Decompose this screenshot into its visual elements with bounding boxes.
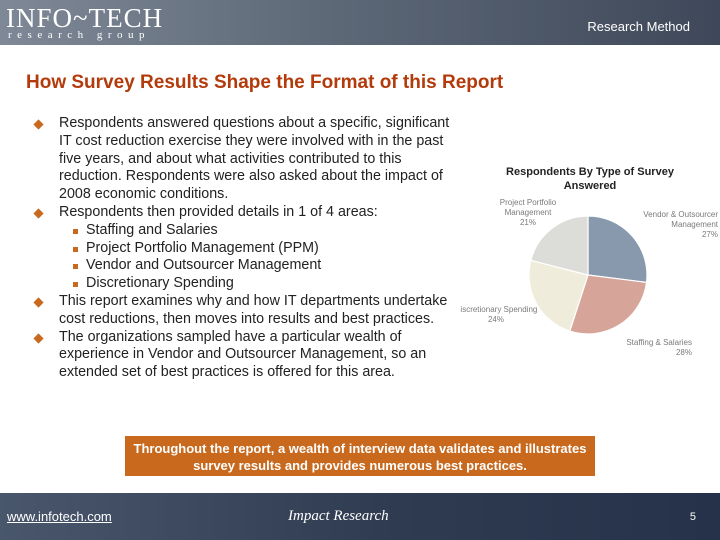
infotech-logo[interactable]: INFO~TECH research group [6,3,176,41]
bullet-item: The organizations sampled have a particu… [33,328,464,382]
diamond-bullet-icon [33,297,44,308]
slice-label: Vendor & Outsourcer [643,210,718,219]
slice-percent-label: 21% [520,218,536,227]
slice-label: Staffing & Salaries [626,338,692,347]
footer-website-link[interactable]: www.infotech.com [7,509,112,524]
sub-bullet-item: Staffing and Salaries [34,222,464,240]
page-number: 5 [689,510,696,523]
pie-chart: Vendor & OutsourcerManagement27%Staffing… [460,198,719,357]
bullet-text: This report examines why and how IT depa… [59,292,448,327]
square-bullet-icon [73,228,78,234]
diamond-bullet-icon [33,119,44,130]
bullet-item: Respondents answered questions about a s… [33,115,464,204]
sub-bullet-item: Vendor and Outsourcer Management [34,257,464,275]
sub-bullet-item: Project Portfolio Management (PPM) [34,240,464,258]
sub-bullet-text: Discretionary Spending [86,275,234,292]
section-label: Research Method [587,19,690,34]
pie-slice [528,259,589,332]
bullet-item: Respondents then provided details in 1 o… [33,203,464,222]
slice-label: Management [671,220,718,229]
logo-wordmark: INFO~TECH [6,3,164,33]
pie-slice [530,215,589,276]
square-bullet-icon [73,282,78,288]
square-bullet-icon [73,246,78,252]
sub-bullet-text: Project Portfolio Management (PPM) [86,239,319,256]
slice-label: Management [505,208,552,217]
pie-slice [569,274,648,335]
sub-bullet-text: Vendor and Outsourcer Management [86,257,322,274]
square-bullet-icon [73,264,78,270]
callout-box: Throughout the report, a wealth of inter… [125,436,595,476]
slice-label: Discretionary Spending [460,305,537,314]
sub-bullet-text: Staffing and Salaries [86,221,218,238]
bullet-text: The organizations sampled have a particu… [59,328,427,381]
header-bar: INFO~TECH research group Research Method [0,0,720,45]
slice-percent-label: 28% [676,348,692,357]
diamond-bullet-icon [33,332,44,344]
logo-tagline: research group [8,29,151,41]
chart-title: Respondents By Type of Survey Answered [506,166,674,192]
pie-slice [587,215,648,284]
slice-percent-label: 27% [702,230,718,239]
bullet-list: Respondents answered questions about a s… [33,115,464,382]
slide-title: How Survey Results Shape the Format of t… [26,72,504,93]
diamond-bullet-icon [33,208,44,219]
slice-percent-label: 24% [488,315,504,324]
footer-impact-research: Impact Research [288,508,389,524]
bullet-item: This report examines why and how IT depa… [33,292,464,329]
sub-bullet-item: Discretionary Spending [34,275,464,293]
footer-bar: www.infotech.com Impact Research 5 [0,493,720,540]
bullet-text: Respondents then provided details in 1 o… [59,203,378,220]
slice-label: Project Portfolio [500,198,557,207]
bullet-text: Respondents answered questions about a s… [59,115,450,203]
